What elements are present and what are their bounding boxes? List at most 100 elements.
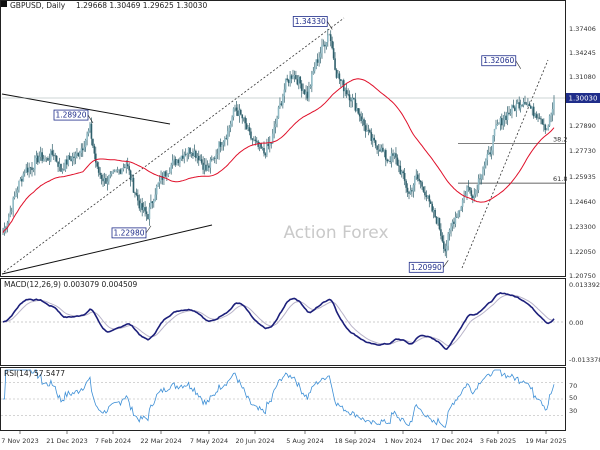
candle-body [213, 158, 216, 159]
candle-body [228, 127, 230, 132]
candle-body [215, 154, 217, 159]
candle-body [10, 211, 13, 212]
candle-body [450, 226, 452, 230]
candle-body [182, 155, 184, 159]
candle-body [105, 178, 107, 184]
candle-body [402, 171, 404, 173]
candle-body [477, 178, 480, 190]
candle-body [240, 109, 242, 115]
candle-body [489, 152, 491, 155]
candle-body [19, 178, 22, 182]
candle-body [196, 155, 199, 158]
candle-body [354, 99, 357, 111]
candle-body [518, 102, 520, 109]
candle-body [405, 180, 407, 188]
candle-body [527, 104, 529, 105]
candle-body [139, 203, 142, 209]
candle-body [253, 139, 255, 141]
candle-body [482, 169, 484, 175]
candle-body [232, 108, 235, 118]
swing-label: 1.32060 [483, 56, 514, 65]
macd-lines [1, 292, 565, 350]
candle-body [308, 87, 310, 99]
candle-body [316, 59, 319, 63]
candle-body [428, 195, 431, 202]
candle-body [28, 167, 30, 173]
candle-body [377, 149, 380, 151]
candle-body [250, 131, 252, 139]
candle-body [200, 159, 203, 163]
candle-body [383, 150, 386, 152]
candle-body [9, 211, 12, 217]
candle-body [199, 159, 201, 161]
candle-body [171, 160, 174, 165]
candle-body [460, 206, 462, 211]
candle-body [167, 173, 170, 176]
candle-body [66, 159, 68, 165]
candle-body [8, 216, 10, 223]
candle-body [356, 108, 358, 111]
candle-body [39, 152, 42, 157]
candle-body [81, 148, 84, 151]
candle-body [344, 90, 346, 92]
candle-body [306, 91, 309, 99]
candle-body [95, 153, 97, 163]
candle-body [392, 153, 394, 156]
candle-body [543, 124, 545, 125]
date-tick-label: 19 Mar 2025 [525, 437, 566, 445]
candle-body [284, 78, 287, 90]
candle-body [538, 117, 541, 119]
candle-body [21, 178, 23, 182]
candle-body [121, 169, 123, 174]
candle-body [480, 174, 483, 180]
swing-pointer [87, 114, 94, 124]
candle-body [251, 138, 254, 140]
candle-body [350, 100, 352, 102]
candle-body [425, 195, 428, 198]
candle-body [225, 138, 228, 140]
candle-body [311, 73, 313, 86]
candle-body [258, 143, 261, 147]
candle-body [34, 157, 36, 170]
candle-body [400, 171, 403, 174]
candle-body [166, 175, 168, 177]
rsi-line [1, 369, 565, 428]
candle-body [160, 176, 162, 181]
candle-body [327, 35, 329, 43]
candle-body [271, 133, 274, 144]
candle-body [173, 158, 175, 161]
candle-body [403, 172, 406, 181]
candle-body [443, 241, 445, 249]
swing-label: 1.22980 [113, 228, 144, 237]
candle-body [476, 189, 478, 191]
candle-body [466, 186, 468, 195]
symbol-header: GBPUSD, Daily [10, 1, 66, 10]
candle-body [409, 190, 412, 194]
candle-body [448, 229, 451, 234]
date-tick-label: 18 Sep 2024 [334, 437, 375, 445]
collapse-icon[interactable] [1, 1, 7, 7]
candle-body [126, 164, 129, 167]
candle-body [300, 83, 303, 91]
candle-body [73, 156, 75, 159]
date-tick-label: 7 Feb 2024 [95, 437, 131, 445]
candle-body [530, 106, 532, 109]
candle-body [334, 58, 336, 70]
candle-body [68, 155, 71, 160]
candle-body [298, 76, 300, 85]
fibonacci-levels: 38.2 61.8 [458, 135, 567, 184]
price-tick-label: 1.22050 [569, 248, 596, 256]
candle-body [26, 167, 29, 173]
candle-body [453, 221, 455, 224]
ohlc-header: 1.29668 1.30469 1.29625 1.30030 [76, 1, 207, 10]
candle-body [87, 130, 90, 134]
candle-body [32, 169, 35, 171]
swing-label: 1.28920 [55, 111, 86, 120]
candle-body [435, 217, 438, 224]
candle-body [376, 145, 378, 150]
candle-body [287, 79, 290, 84]
candle-body [263, 148, 265, 154]
candle-body [524, 102, 526, 104]
candle-body [519, 104, 522, 109]
candle-body [202, 162, 204, 170]
